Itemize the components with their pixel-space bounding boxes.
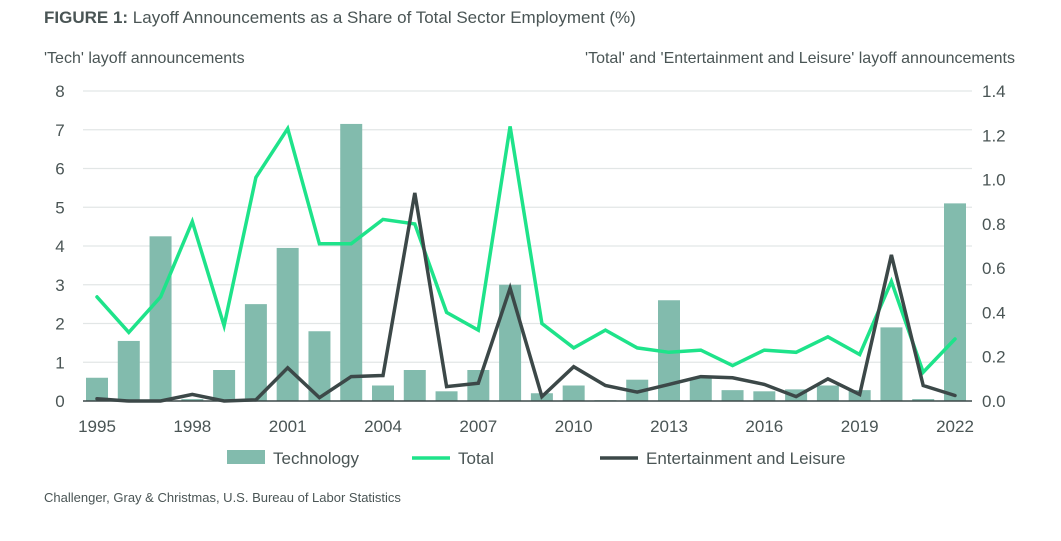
x-tick-label: 2016 — [745, 417, 783, 436]
bar-technology-2004 — [372, 385, 394, 401]
right-tick-label: 0.2 — [982, 348, 1006, 367]
figure-label: FIGURE 1: — [44, 8, 129, 27]
legend-label: Entertainment and Leisure — [646, 449, 845, 468]
bar-technology-2000 — [244, 304, 267, 401]
legend-swatch-0 — [227, 450, 265, 464]
left-tick-label: 6 — [55, 160, 64, 179]
x-tick-label: 2013 — [650, 417, 688, 436]
left-tick-label: 1 — [55, 353, 64, 372]
bar-technology-2022 — [944, 203, 966, 401]
x-tick-label: 2022 — [936, 417, 974, 436]
bar-technology-2021 — [912, 399, 935, 401]
right-tick-label: 0.0 — [982, 392, 1006, 411]
bar-technology-2008 — [499, 284, 522, 401]
legend-label: Total — [458, 449, 494, 468]
bar-technology-2002 — [308, 331, 331, 401]
bar-technology-1997 — [149, 236, 172, 401]
bar-technology-2007 — [467, 370, 490, 401]
chart-title: FIGURE 1: Layoff Announcements as a Shar… — [44, 8, 636, 28]
right-axis-title: 'Total' and 'Entertainment and Leisure' … — [585, 50, 1015, 67]
right-tick-label: 1.2 — [982, 126, 1006, 145]
bar-technology-2020 — [880, 327, 903, 401]
x-tick-label: 2001 — [269, 417, 307, 436]
bar-technology-2016 — [753, 391, 776, 401]
x-tick-label: 2010 — [555, 417, 593, 436]
x-tick-label: 2007 — [459, 417, 497, 436]
left-axis-title: 'Tech' layoff announcements — [44, 50, 245, 67]
right-tick-label: 1.4 — [982, 82, 1006, 101]
x-tick-label: 1995 — [78, 417, 116, 436]
left-tick-label: 8 — [55, 82, 64, 101]
x-tick-label: 1998 — [173, 417, 211, 436]
bar-technology-2005 — [403, 370, 426, 401]
right-tick-label: 0.4 — [982, 303, 1006, 322]
right-tick-label: 0.6 — [982, 259, 1006, 278]
title-text: Layoff Announcements as a Share of Total… — [132, 8, 636, 27]
bar-technology-2006 — [435, 391, 458, 401]
bar-technology-1998 — [181, 399, 204, 401]
bar-technology-1996 — [117, 340, 140, 401]
source-note: Challenger, Gray & Christmas, U.S. Burea… — [44, 490, 401, 505]
left-tick-label: 3 — [55, 276, 64, 295]
line-entertainment-and-leisure — [95, 192, 957, 403]
x-tick-label: 2019 — [841, 417, 879, 436]
left-tick-label: 0 — [55, 392, 64, 411]
left-tick-label: 4 — [55, 237, 64, 256]
bar-technology-2010 — [562, 385, 585, 401]
left-tick-label: 5 — [55, 198, 64, 217]
x-tick-label: 2004 — [364, 417, 402, 436]
bar-technology-1995 — [86, 377, 108, 401]
line-total — [95, 124, 957, 376]
bar-technology-1999 — [213, 370, 236, 401]
left-tick-label: 7 — [55, 121, 64, 140]
bar-technology-2014 — [689, 377, 712, 401]
bar-technology-2001 — [276, 247, 299, 401]
left-tick-label: 2 — [55, 315, 64, 334]
right-tick-label: 1.0 — [982, 171, 1006, 190]
bar-technology-2015 — [721, 390, 744, 401]
legend-label: Technology — [273, 449, 360, 468]
bar-technology-2018 — [816, 385, 839, 401]
right-tick-label: 0.8 — [982, 215, 1006, 234]
bar-technology-2003 — [340, 123, 363, 401]
